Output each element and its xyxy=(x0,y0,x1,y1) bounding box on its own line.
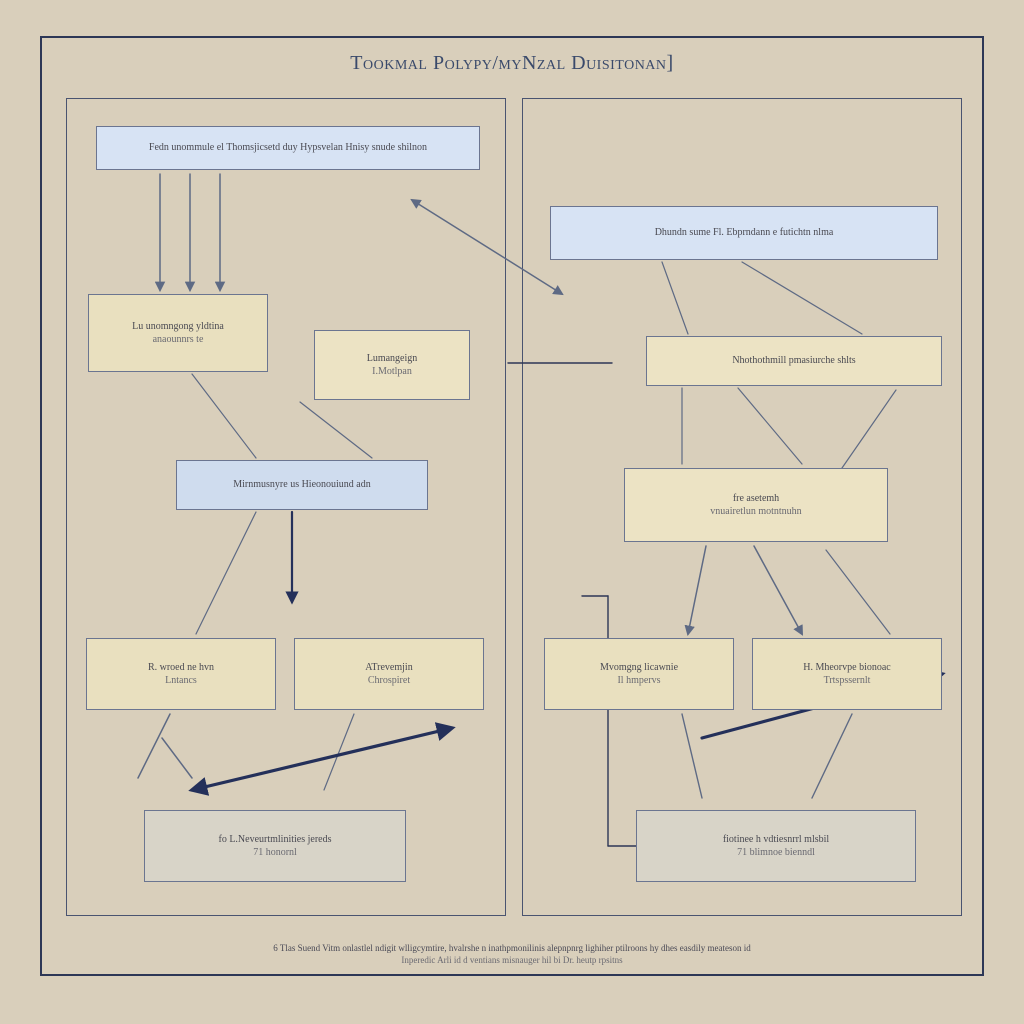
node-L7: fo L.Neveurtmlinities jereds71 honornl xyxy=(144,810,406,882)
footnote-line1: 6 Tlas Suend Vitm onlastlel ndigit wllig… xyxy=(273,943,750,953)
footnote: 6 Tlas Suend Vitm onlastlel ndigit wllig… xyxy=(82,942,942,966)
node-R4-line1: Mvomgng licawnie xyxy=(600,661,678,675)
node-R3: fre asetemhvnuairetlun motntnuhn xyxy=(624,468,888,542)
footnote-line2: Inperedic Arli id d ventians misnauger h… xyxy=(401,955,622,965)
node-R5-line1: H. Mheorvpe bionoac xyxy=(803,661,890,675)
node-R4-line2: Il hmpervs xyxy=(617,674,660,688)
node-L3: LumangeignI.Motlpan xyxy=(314,330,470,400)
node-R1-line1: Dhundn sume Fl. Ebprndann e futichtn nlm… xyxy=(655,226,834,240)
node-R1: Dhundn sume Fl. Ebprndann e futichtn nlm… xyxy=(550,206,938,260)
node-R6-line1: fiotinee h vdtiesnrrl mlsbil xyxy=(723,833,829,847)
node-L5-line2: Lntancs xyxy=(165,674,197,688)
node-L1: Fedn unommule el Thomsjicsetd duy Hypsve… xyxy=(96,126,480,170)
node-L2: Lu unomngong yldtinaanaounnrs te xyxy=(88,294,268,372)
diagram-title: Tookmal Polypy/myNzal Duisitonan] xyxy=(350,52,673,75)
node-L5-line1: R. wroed ne hvn xyxy=(148,661,214,675)
node-L3-line2: I.Motlpan xyxy=(372,365,412,379)
node-R5: H. Mheorvpe bionoacTrtspssernlt xyxy=(752,638,942,710)
node-L2-line2: anaounnrs te xyxy=(153,333,204,347)
node-L4: Mirnmusnyre us Hieonouiund adn xyxy=(176,460,428,510)
node-L7-line1: fo L.Neveurtmlinities jereds xyxy=(218,833,331,847)
node-R6: fiotinee h vdtiesnrrl mlsbil71 blimnoe b… xyxy=(636,810,916,882)
node-R3-line2: vnuairetlun motntnuhn xyxy=(710,505,801,519)
node-L6: ATrevemjinChrospiret xyxy=(294,638,484,710)
node-L6-line1: ATrevemjin xyxy=(365,661,412,675)
node-L7-line2: 71 honornl xyxy=(253,846,297,860)
node-R6-line2: 71 blimnoe bienndl xyxy=(737,846,815,860)
node-L1-line1: Fedn unommule el Thomsjicsetd duy Hypsve… xyxy=(149,141,427,155)
node-R5-line2: Trtspssernlt xyxy=(824,674,871,688)
node-L5: R. wroed ne hvnLntancs xyxy=(86,638,276,710)
node-R2: Nhothothmill pmasiurche shlts xyxy=(646,336,942,386)
node-R2-line1: Nhothothmill pmasiurche shlts xyxy=(732,354,855,368)
diagram-frame: Tookmal Polypy/myNzal Duisitonan] Fedn u… xyxy=(40,36,984,976)
node-L3-line1: Lumangeign xyxy=(367,352,418,366)
node-R4: Mvomgng licawnieIl hmpervs xyxy=(544,638,734,710)
node-L2-line1: Lu unomngong yldtina xyxy=(132,320,224,334)
node-L6-line2: Chrospiret xyxy=(368,674,410,688)
node-R3-line1: fre asetemh xyxy=(733,492,779,506)
node-L4-line1: Mirnmusnyre us Hieonouiund adn xyxy=(233,478,371,492)
